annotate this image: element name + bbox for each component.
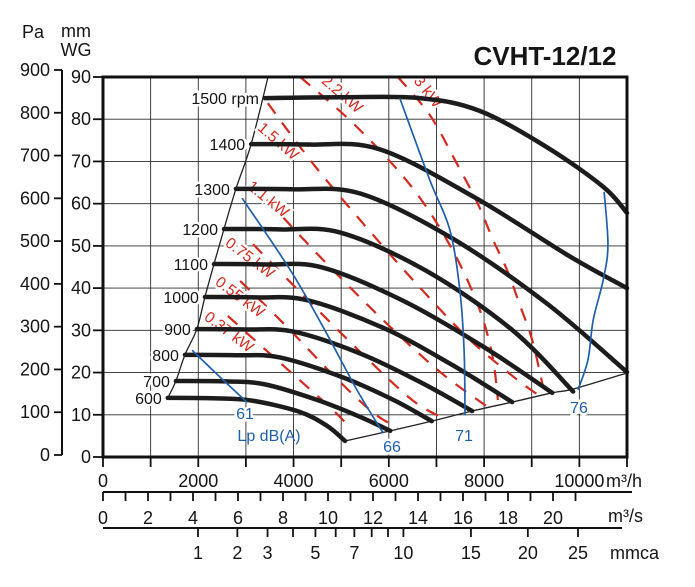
rpm-curve-1000 bbox=[202, 294, 515, 405]
mmwg-axis-tick-label: 50 bbox=[71, 236, 91, 256]
m3h-axis-tick-label: 0 bbox=[98, 471, 108, 491]
m3s-axis-tick-label: 4 bbox=[188, 508, 198, 528]
mmwg-axis-tick-label: 90 bbox=[71, 67, 91, 87]
noise-curve-label: 61 bbox=[236, 406, 254, 423]
mmwg-axis-unit-line2: WG bbox=[61, 40, 92, 60]
noise-curve-61 bbox=[191, 349, 248, 403]
m3s-axis-tick-label: 14 bbox=[408, 508, 428, 528]
mmca-axis-tick-label: 2 bbox=[232, 543, 242, 563]
m3s-axis-tick-label: 2 bbox=[143, 508, 153, 528]
noise-curve-76 bbox=[577, 191, 609, 391]
power-curve-label: 0.75 kW bbox=[222, 235, 278, 283]
m3s-axis-tick-label: 20 bbox=[543, 508, 563, 528]
rpm-curve-700 bbox=[173, 378, 393, 434]
mmwg-axis-unit-line1: mm bbox=[61, 21, 91, 41]
mmwg-axis-tick-label: 70 bbox=[71, 151, 91, 171]
pa-axis-tick-label: 200 bbox=[20, 359, 50, 379]
lp-dba-label: Lp dB(A) bbox=[237, 428, 300, 445]
noise-curve-label: 76 bbox=[570, 400, 588, 417]
rpm-curve-label: 1400 bbox=[210, 137, 246, 154]
mmca-axis-unit: mmca bbox=[610, 543, 660, 563]
rpm-curve-label: 700 bbox=[143, 374, 170, 391]
pa-axis-tick-label: 600 bbox=[20, 188, 50, 208]
power-curve-label: 1.1 kW bbox=[244, 178, 292, 222]
m3s-axis-tick-label: 18 bbox=[498, 508, 518, 528]
m3s-axis-tick-label: 10 bbox=[318, 508, 338, 528]
m3h-axis-tick-label: 8000 bbox=[464, 471, 504, 491]
pa-axis-tick-label: 100 bbox=[20, 402, 50, 422]
surge-line bbox=[167, 76, 269, 399]
m3s-axis-tick-label: 0 bbox=[98, 508, 108, 528]
pa-axis-tick-label: 700 bbox=[20, 146, 50, 166]
plot-border bbox=[101, 75, 629, 459]
m3s-axis-tick-label: 16 bbox=[453, 508, 473, 528]
power-curve-1.1 bbox=[266, 199, 489, 409]
m3h-axis-tick-label: 4000 bbox=[274, 471, 314, 491]
rpm-curve-800 bbox=[182, 352, 434, 424]
mmca-axis-tick-label: 20 bbox=[518, 543, 538, 563]
mmca-axis-tick-label: 1 bbox=[193, 543, 203, 563]
mmwg-axis-tick-label: 10 bbox=[71, 405, 91, 425]
mmca-axis-tick-label: 10 bbox=[393, 543, 413, 563]
rpm-curve-label: 1100 bbox=[174, 257, 209, 274]
power-curve-0.37 bbox=[227, 315, 352, 429]
rpm-curve-1200 bbox=[221, 226, 576, 394]
m3s-axis-tick-label: 12 bbox=[363, 508, 383, 528]
mmwg-axis-tick-label: 40 bbox=[71, 278, 91, 298]
pa-axis-unit: Pa bbox=[22, 22, 45, 42]
chart-title: CVHT-12/12 bbox=[473, 41, 616, 71]
mmca-axis-tick-label: 7 bbox=[349, 543, 359, 563]
m3s-axis-unit: m³/s bbox=[608, 506, 643, 526]
rpm-curve-1500 bbox=[262, 94, 630, 216]
pa-axis-tick-label: 900 bbox=[20, 60, 50, 80]
noise-curve-66 bbox=[241, 197, 384, 434]
rpm-curve-label: 1200 bbox=[182, 222, 218, 239]
m3s-axis-tick-label: 6 bbox=[233, 508, 243, 528]
rpm-curve-label: 1300 bbox=[194, 182, 230, 199]
rpm-curve-600 bbox=[165, 395, 348, 444]
mmwg-axis-tick-label: 80 bbox=[71, 109, 91, 129]
power-curve-1.5 bbox=[266, 102, 538, 395]
pa-axis-tick-label: 800 bbox=[20, 103, 50, 123]
m3s-axis-tick-label: 8 bbox=[278, 508, 288, 528]
noise-curve-label: 71 bbox=[455, 428, 473, 445]
m3h-axis-unit: m³/h bbox=[606, 471, 642, 491]
rpm-curve-label: 1000 bbox=[163, 290, 199, 307]
power-curve-label: 1.5 kW bbox=[254, 119, 302, 164]
pa-axis-tick-label: 400 bbox=[20, 274, 50, 294]
m3h-axis-tick-label: 2000 bbox=[178, 471, 218, 491]
power-curve-2.2 bbox=[299, 76, 499, 401]
pa-axis-tick-label: 300 bbox=[20, 317, 50, 337]
rpm-curve-900 bbox=[194, 326, 475, 414]
mmca-axis-tick-label: 3 bbox=[263, 543, 273, 563]
mmca-axis-tick-label: 5 bbox=[310, 543, 320, 563]
mmwg-axis-tick-label: 60 bbox=[71, 194, 91, 214]
m3h-axis-tick-label: 6000 bbox=[369, 471, 409, 491]
mmwg-axis-tick-label: 30 bbox=[71, 320, 91, 340]
power-curve-label: 3 kW bbox=[410, 73, 445, 112]
rpm-curve-1400 bbox=[248, 141, 630, 291]
noise-curve-71 bbox=[398, 97, 466, 416]
rpm-curve-1100 bbox=[211, 261, 555, 396]
pa-axis-tick-label: 500 bbox=[20, 231, 50, 251]
rpm-curve-1300 bbox=[233, 186, 630, 375]
mmca-axis-tick-label: 15 bbox=[461, 543, 481, 563]
pa-axis-tick-label: 0 bbox=[40, 445, 50, 465]
mmwg-axis-tick-label: 0 bbox=[81, 447, 91, 467]
noise-curve-label: 66 bbox=[383, 439, 401, 456]
m3h-axis-tick-label: 10000 bbox=[554, 471, 604, 491]
mmwg-axis-tick-label: 20 bbox=[71, 363, 91, 383]
power-curve-label: 2.2 kW bbox=[318, 72, 366, 117]
rpm-curve-label: 1500 rpm bbox=[191, 91, 259, 108]
rpm-curve-label: 800 bbox=[152, 348, 179, 365]
mmca-axis-tick-label: 25 bbox=[568, 543, 588, 563]
rpm-curve-label: 900 bbox=[164, 322, 191, 339]
rpm-curve-label: 600 bbox=[135, 391, 162, 408]
